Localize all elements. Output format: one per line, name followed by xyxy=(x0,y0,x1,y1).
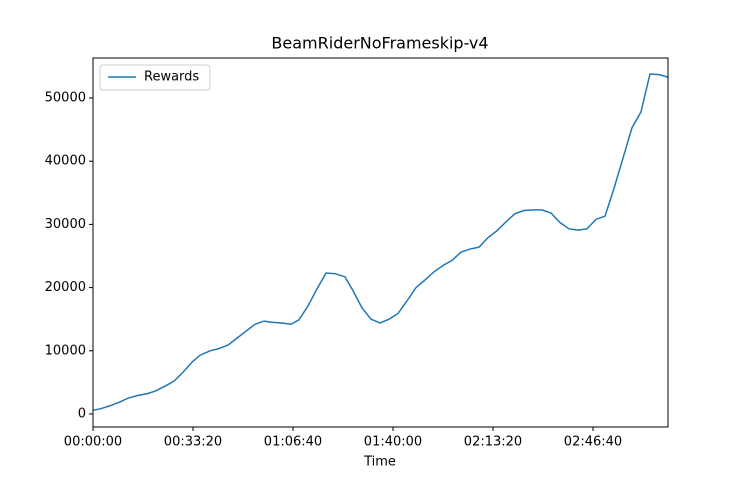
x-tick-label: 01:40:00 xyxy=(364,435,422,450)
x-tick-label: 00:33:20 xyxy=(164,435,222,450)
x-tick-label: 02:46:40 xyxy=(564,435,622,450)
x-axis-label: Time xyxy=(363,455,396,470)
y-tick-label: 0 xyxy=(78,406,86,421)
legend-box xyxy=(99,64,211,91)
y-tick-label: 40000 xyxy=(45,154,86,169)
y-tick-label: 20000 xyxy=(45,280,86,295)
x-tick-label: 01:06:40 xyxy=(264,435,322,450)
y-tick-label: 30000 xyxy=(45,217,86,232)
x-tick-label: 02:13:20 xyxy=(464,435,522,450)
legend-label: Rewards xyxy=(144,70,199,85)
line-series xyxy=(92,73,669,411)
chart-title: BeamRiderNoFrameskip-v4 xyxy=(271,34,488,53)
y-tick-label: 50000 xyxy=(45,91,86,106)
axes-frame xyxy=(92,57,669,428)
x-tick-label: 00:00:00 xyxy=(64,435,122,450)
y-tick-label: 10000 xyxy=(45,343,86,358)
